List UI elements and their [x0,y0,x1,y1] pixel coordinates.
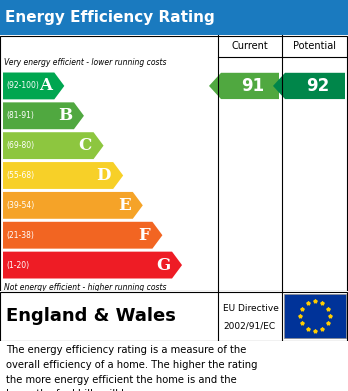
Polygon shape [3,192,143,219]
Text: (92-100): (92-100) [6,81,39,90]
Polygon shape [3,252,182,278]
Text: Current: Current [232,41,268,51]
Bar [284,294,346,338]
Text: A: A [39,77,52,95]
Polygon shape [273,73,345,99]
Polygon shape [3,102,84,129]
Text: (39-54): (39-54) [6,201,34,210]
Polygon shape [3,162,123,189]
Text: (55-68): (55-68) [6,171,34,180]
Text: (1-20): (1-20) [6,260,29,269]
Text: B: B [58,107,72,124]
Text: The energy efficiency rating is a measure of the
overall efficiency of a home. T: The energy efficiency rating is a measur… [6,345,258,391]
Text: England & Wales: England & Wales [6,307,176,325]
Text: Not energy efficient - higher running costs: Not energy efficient - higher running co… [4,283,166,292]
Text: C: C [78,137,92,154]
Text: (21-38): (21-38) [6,231,34,240]
Polygon shape [3,132,104,159]
Text: 92: 92 [306,77,330,95]
Text: 2002/91/EC: 2002/91/EC [223,321,275,330]
Text: Potential: Potential [293,41,337,51]
Text: (81-91): (81-91) [6,111,34,120]
Polygon shape [209,73,279,99]
Text: D: D [97,167,111,184]
Text: F: F [139,227,150,244]
Text: EU Directive: EU Directive [223,304,279,313]
Polygon shape [3,72,64,99]
Text: (69-80): (69-80) [6,141,34,150]
Text: Energy Efficiency Rating: Energy Efficiency Rating [5,10,215,25]
Text: E: E [118,197,131,214]
Text: Very energy efficient - lower running costs: Very energy efficient - lower running co… [4,59,166,68]
Polygon shape [3,222,163,249]
Text: 91: 91 [242,77,264,95]
Text: G: G [156,256,170,274]
